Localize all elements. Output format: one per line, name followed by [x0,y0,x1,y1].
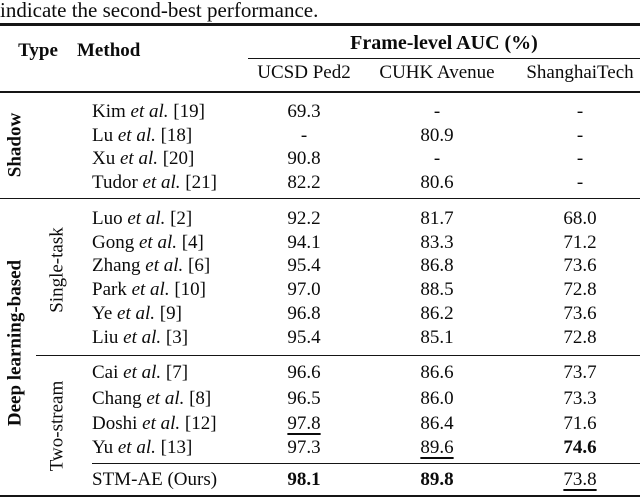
table-row: Lu et al. [18] - 80.9 - [0,124,640,148]
method-cell: Gong et al. [4] [92,232,204,253]
auc-value: - [300,125,308,146]
top-rule [0,23,640,26]
auc-value: 85.1 [420,327,454,348]
auc-value: 82.2 [287,172,321,193]
table-row: Park et al. [10] 97.0 88.5 72.8 [0,278,640,302]
column-header-type: Type [18,40,58,61]
table-row: Ye et al. [9] 96.8 86.2 73.6 [0,302,640,326]
table-row: Gong et al. [4] 94.1 83.3 71.2 [0,231,640,255]
auc-value: 89.8 [420,469,454,490]
auc-value: 80.9 [420,125,454,146]
method-cell: Lu et al. [18] [92,125,193,146]
auc-value: 98.1 [287,469,321,490]
auc-value: - [433,101,441,122]
auc-value: 83.3 [420,232,454,253]
auc-value: 73.6 [563,303,597,324]
auc-value: 86.8 [420,255,454,276]
auc-value: 88.5 [420,279,454,300]
method-cell: Zhang et al. [6] [92,255,211,276]
auc-value: 72.8 [563,327,597,348]
table-row: Cai et al. [7] 96.6 86.6 73.7 [0,361,640,385]
auc-value: 69.3 [287,101,321,122]
table-row: Tudor et al. [21] 82.2 80.6 - [0,171,640,195]
auc-value: 96.5 [287,388,321,409]
column-header-auc-group: Frame-level AUC (%) [350,32,538,54]
method-cell: Liu et al. [3] [92,327,189,348]
column-header-method: Method [77,40,141,61]
auc-value: 81.7 [420,208,454,229]
method-cell: Cai et al. [7] [92,362,189,383]
auc-value: 71.2 [563,232,597,253]
method-cell: Tudor et al. [21] [92,172,217,193]
auc-value: 86.4 [420,413,454,434]
table-row: Kim et al. [19] 69.3 - - [0,100,640,124]
table-row: Liu et al. [3] 95.4 85.1 72.8 [0,326,640,350]
auc-value: 94.1 [287,232,321,253]
table-row: Luo et al. [2] 92.2 81.7 68.0 [0,207,640,231]
method-cell: Ye et al. [9] [92,303,182,324]
auc-value: 96.6 [287,362,321,383]
auc-value: 95.4 [287,255,321,276]
auc-value: 80.6 [420,172,454,193]
auc-value: - [576,148,584,169]
singletask-twostream-divider-rule [36,355,640,357]
header-bottom-rule [0,91,640,93]
auc-value: 73.7 [563,362,597,383]
method-cell: Park et al. [10] [92,279,206,300]
auc-value: 97.3 [287,437,321,458]
table-caption: indicate the second-best performance. [0,0,319,22]
auc-value: 97.0 [287,279,321,300]
auc-value: 89.6 [420,437,454,458]
auc-value: 95.4 [287,327,321,348]
auc-value: 73.8 [563,469,597,490]
auc-value: - [576,101,584,122]
table-row: Xu et al. [20] 90.8 - - [0,147,640,171]
bottom-rule [0,494,640,497]
auc-value: 71.6 [563,413,597,434]
auc-value: 97.8 [287,413,321,434]
auc-value: 90.8 [287,148,321,169]
auc-value: - [576,172,584,193]
table-row: Yu et al. [13] 97.3 89.6 74.6 [0,436,640,460]
auc-value: 72.8 [563,279,597,300]
method-cell: Kim et al. [19] [92,101,205,122]
auc-value: 92.2 [287,208,321,229]
table-row: Zhang et al. [6] 95.4 86.8 73.6 [0,254,640,278]
column-header-ucsd-ped2: UCSD Ped2 [257,62,351,83]
column-header-cuhk-avenue: CUHK Avenue [379,62,495,83]
auc-value: 68.0 [563,208,597,229]
shadow-deep-divider-rule [0,197,640,199]
method-cell: STM-AE (Ours) [92,469,218,490]
ours-divider-rule [92,462,640,464]
method-cell: Chang et al. [8] [92,388,212,409]
table-row: STM-AE (Ours) 98.1 89.8 73.8 [0,468,640,492]
table-row: Chang et al. [8] 96.5 86.0 73.3 [0,387,640,411]
auc-value: 86.2 [420,303,454,324]
table-row: Doshi et al. [12] 97.8 86.4 71.6 [0,412,640,436]
auc-value: 86.0 [420,388,454,409]
auc-value: - [433,148,441,169]
method-cell: Doshi et al. [12] [92,413,217,434]
column-header-shanghaitech: ShanghaiTech [526,62,634,83]
auc-value: 73.3 [563,388,597,409]
auc-value: 74.6 [563,437,597,458]
auc-value: - [576,125,584,146]
auc-group-underline-rule [248,57,640,59]
method-cell: Yu et al. [13] [92,437,193,458]
auc-value: 73.6 [563,255,597,276]
method-cell: Luo et al. [2] [92,208,193,229]
auc-value: 86.6 [420,362,454,383]
method-cell: Xu et al. [20] [92,148,195,169]
auc-value: 96.8 [287,303,321,324]
